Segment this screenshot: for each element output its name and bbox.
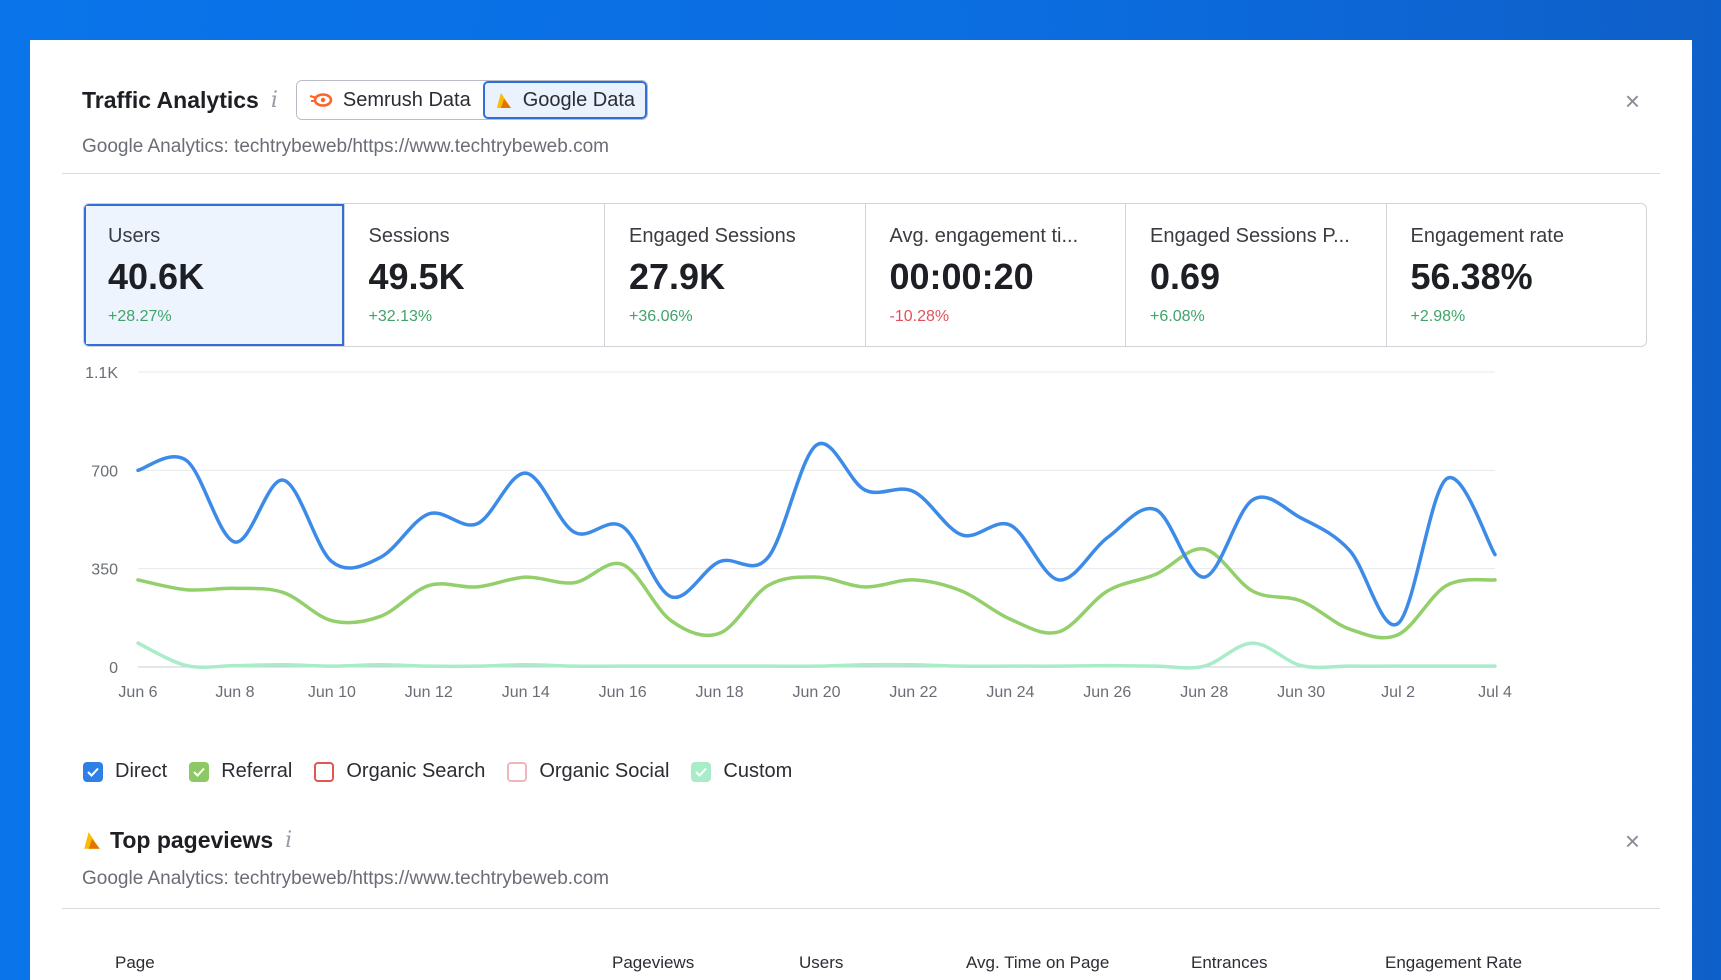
metric-value: 49.5K — [368, 256, 465, 297]
x-tick-label: Jun 6 — [118, 684, 157, 701]
metric-avg-engagement-time[interactable]: Avg. engagement ti... 00:00:20 -10.28% — [864, 204, 1126, 346]
x-tick-label: Jun 18 — [696, 684, 744, 701]
header-divider — [62, 173, 1660, 174]
series-line-direct — [136, 441, 1497, 627]
info-icon[interactable]: i — [270, 87, 278, 113]
top-pageviews-header: Top pageviews i — [82, 822, 310, 858]
metric-change: +2.98% — [1410, 308, 1466, 325]
column-header-users[interactable]: Users — [799, 953, 844, 972]
traffic-line-chart[interactable]: 0 350 700 1.1K Jun 6 Jun 8 Jun 10 Jun 12 Jun 14 J… — [30, 360, 1692, 750]
legend-referral[interactable]: Referral — [189, 760, 292, 783]
column-header-page[interactable]: Page — [115, 953, 155, 972]
x-tick-label: Jul 4 — [1478, 684, 1512, 701]
metric-value: 0.69 — [1150, 256, 1221, 297]
legend-label: Referral — [221, 760, 293, 782]
y-tick-label: 700 — [91, 463, 118, 480]
y-tick-label: 1.1K — [85, 365, 118, 382]
legend-organic-search[interactable]: Organic Search — [314, 760, 485, 783]
metric-engaged-sessions-per-user[interactable]: Engaged Sessions P... 0.69 +6.08% — [1125, 204, 1386, 346]
metric-change: +6.08% — [1150, 308, 1205, 325]
close-icon[interactable]: × — [1624, 826, 1640, 856]
google-data-label: Google Data — [522, 88, 636, 111]
section-divider — [62, 908, 1660, 909]
x-tick-label: Jun 30 — [1277, 684, 1325, 701]
metric-label: Sessions — [368, 225, 450, 247]
metrics-row: Users 40.6K +28.27% Sessions 49.5K +32.1… — [83, 203, 1647, 347]
google-data-tab[interactable]: Google Data — [482, 81, 648, 119]
x-tick-label: Jun 26 — [1083, 684, 1131, 701]
chart-legend: Direct Referral Organic Search Organic S… — [83, 760, 814, 783]
page-title: Traffic Analytics — [82, 86, 259, 113]
x-tick-label: Jun 20 — [792, 684, 840, 701]
series-line-custom — [136, 641, 1497, 670]
legend-label: Direct — [115, 760, 168, 782]
legend-custom[interactable]: Custom — [691, 760, 792, 783]
data-source-toggle: Semrush Data Google Data — [295, 80, 649, 120]
semrush-data-label: Semrush Data — [342, 88, 471, 111]
section-title: Top pageviews — [110, 826, 274, 853]
ga-property-subtitle: Google Analytics: techtrybeweb/https://w… — [82, 136, 609, 157]
metric-change: -10.28% — [889, 308, 950, 325]
close-icon[interactable]: × — [1624, 86, 1640, 116]
x-tick-label: Jun 12 — [405, 684, 453, 701]
y-tick-label: 0 — [109, 660, 118, 677]
metric-value: 00:00:20 — [889, 256, 1034, 297]
metric-label: Avg. engagement ti... — [889, 225, 1079, 247]
semrush-data-tab[interactable]: Semrush Data — [296, 81, 483, 119]
metric-label: Engaged Sessions P... — [1150, 225, 1350, 247]
legend-label: Organic Social — [539, 760, 670, 782]
metric-sessions[interactable]: Sessions 49.5K +32.13% — [343, 204, 605, 346]
ga-property-subtitle: Google Analytics: techtrybeweb/https://w… — [82, 868, 609, 889]
checkbox-icon[interactable] — [507, 761, 528, 782]
traffic-analytics-card: Traffic Analytics i Semrush Data Google … — [30, 40, 1692, 980]
metric-label: Engaged Sessions — [629, 225, 796, 247]
google-analytics-icon — [84, 832, 100, 849]
legend-organic-social[interactable]: Organic Social — [507, 760, 669, 783]
metric-change: +32.13% — [368, 308, 433, 325]
metric-change: +36.06% — [629, 308, 693, 325]
checkbox-icon[interactable] — [83, 761, 103, 782]
x-tick-label: Jun 16 — [599, 684, 647, 701]
column-header-avg-time-on-page[interactable]: Avg. Time on Page — [966, 953, 1110, 972]
metric-engagement-rate[interactable]: Engagement rate 56.38% +2.98% — [1385, 204, 1647, 346]
google-analytics-icon — [496, 93, 511, 108]
traffic-analytics-header: Traffic Analytics i Semrush Data Google … — [82, 80, 649, 120]
metric-label: Users — [108, 225, 161, 247]
checkbox-icon[interactable] — [691, 761, 712, 782]
checkbox-icon[interactable] — [189, 761, 210, 782]
semrush-fire-icon — [309, 93, 333, 107]
metric-users[interactable]: Users 40.6K +28.27% — [84, 204, 344, 346]
series-line-referral — [136, 547, 1497, 640]
metric-value: 27.9K — [629, 256, 726, 297]
x-tick-label: Jun 10 — [308, 684, 356, 701]
legend-label: Organic Search — [346, 760, 486, 782]
metric-label: Engagement rate — [1410, 225, 1564, 247]
x-tick-label: Jun 24 — [986, 684, 1034, 701]
column-header-pageviews[interactable]: Pageviews — [612, 953, 695, 972]
column-header-engagement-rate[interactable]: Engagement Rate — [1385, 953, 1523, 972]
legend-direct[interactable]: Direct — [83, 760, 167, 783]
y-tick-label: 350 — [91, 562, 118, 579]
x-tick-label: Jun 8 — [215, 684, 254, 701]
x-tick-label: Jul 2 — [1381, 684, 1415, 701]
info-icon[interactable]: i — [285, 827, 293, 853]
legend-label: Custom — [723, 760, 793, 782]
metric-value: 40.6K — [108, 256, 205, 297]
x-tick-label: Jun 22 — [889, 684, 937, 701]
x-tick-label: Jun 14 — [502, 684, 550, 701]
metric-change: +28.27% — [108, 308, 172, 325]
x-tick-label: Jun 28 — [1180, 684, 1228, 701]
column-header-entrances[interactable]: Entrances — [1191, 953, 1268, 972]
metric-engaged-sessions[interactable]: Engaged Sessions 27.9K +36.06% — [604, 204, 865, 346]
metric-value: 56.38% — [1410, 256, 1533, 297]
checkbox-icon[interactable] — [314, 761, 335, 782]
